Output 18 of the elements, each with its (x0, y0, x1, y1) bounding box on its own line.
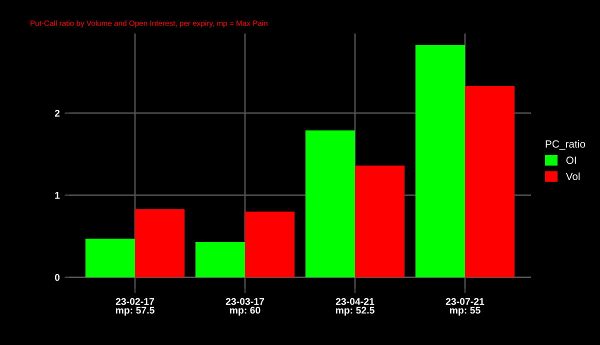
bar (135, 209, 184, 278)
y-tick-label: 2 (54, 110, 60, 117)
x-tick-label: 23-04-21 mp: 52.5 (336, 298, 374, 316)
x-tick-label: 23-07-21 mp: 55 (446, 298, 484, 316)
bar (416, 44, 465, 278)
y-tick-label: 0 (54, 274, 60, 281)
bar (245, 212, 294, 278)
bar (196, 242, 245, 278)
bar (306, 130, 355, 278)
x-tick-label: 23-02-17 mp: 57.5 (116, 298, 154, 316)
x-tick-label: 23-03-17 mp: 60 (226, 298, 264, 316)
y-tick-label: 1 (55, 192, 60, 199)
legend-title: PC_ratio (546, 140, 586, 150)
bar (86, 238, 135, 278)
bar (355, 166, 404, 278)
legend-label: Vol (566, 172, 580, 180)
bar (465, 86, 514, 278)
legend-label: OI (566, 156, 576, 164)
